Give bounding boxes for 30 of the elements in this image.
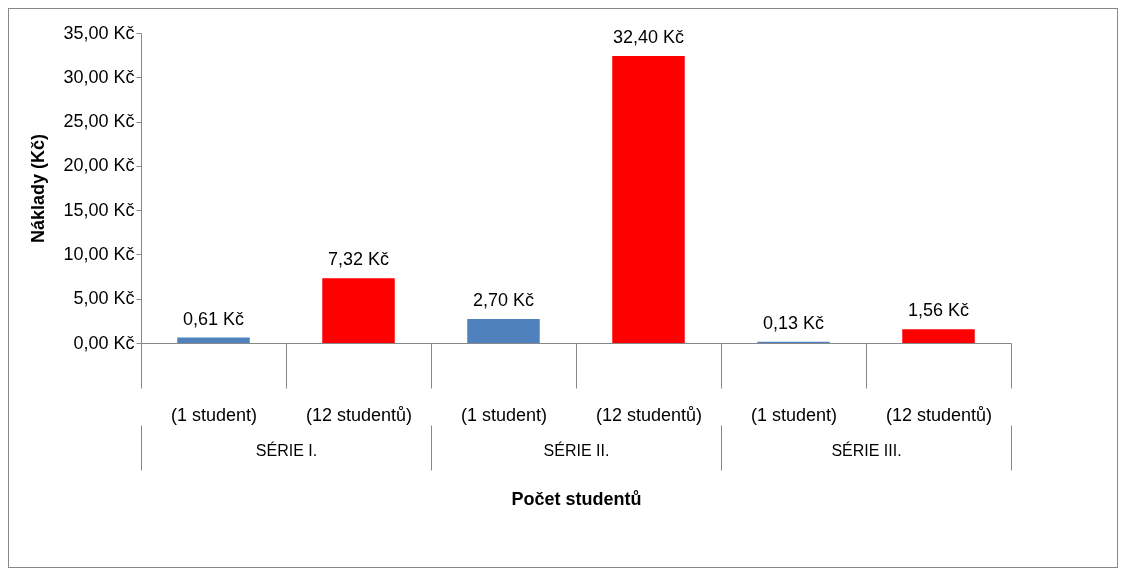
text: SÉRIE III. bbox=[831, 440, 902, 459]
y-tick-label: 25,00 Kč bbox=[63, 111, 135, 132]
y-tick-label: 10,00 Kč bbox=[63, 243, 135, 264]
x-axis-title: Počet studentů bbox=[511, 489, 642, 509]
data-label: 2,70 Kč bbox=[472, 290, 535, 311]
data-label: 0,13 Kč bbox=[762, 312, 825, 333]
data-label: 1,56 Kč bbox=[907, 300, 970, 321]
bar bbox=[177, 337, 250, 343]
x-tick-label: (12 studentů) bbox=[305, 404, 413, 425]
bar bbox=[902, 329, 975, 343]
y-tick-label: 20,00 Kč bbox=[63, 155, 135, 176]
data-label: 0,61 Kč bbox=[182, 308, 245, 329]
y-tick-label: 15,00 Kč bbox=[63, 199, 135, 220]
data-label: 32,40 Kč bbox=[612, 27, 685, 48]
y-tick-label: 0,00 Kč bbox=[73, 332, 135, 353]
text: SÉRIE I. bbox=[255, 440, 318, 459]
bar bbox=[467, 319, 540, 343]
bar bbox=[322, 278, 395, 343]
y-tick-label: 30,00 Kč bbox=[63, 66, 135, 87]
y-tick-label: 35,00 Kč bbox=[63, 22, 135, 43]
x-tick-label: (12 studentů) bbox=[595, 404, 703, 425]
x-tick-label: (1 student) bbox=[750, 404, 838, 425]
y-tick-label: 5,00 Kč bbox=[73, 288, 135, 309]
bar bbox=[612, 56, 685, 343]
x-tick-label: (1 student) bbox=[170, 404, 258, 425]
data-label: 7,32 Kč bbox=[327, 249, 390, 270]
y-axis-title: Náklady (Kč) bbox=[28, 133, 49, 244]
x-tick-label: (12 studentů) bbox=[885, 404, 993, 425]
text: SÉRIE II. bbox=[543, 440, 610, 459]
x-tick-label: (1 student) bbox=[460, 404, 548, 425]
